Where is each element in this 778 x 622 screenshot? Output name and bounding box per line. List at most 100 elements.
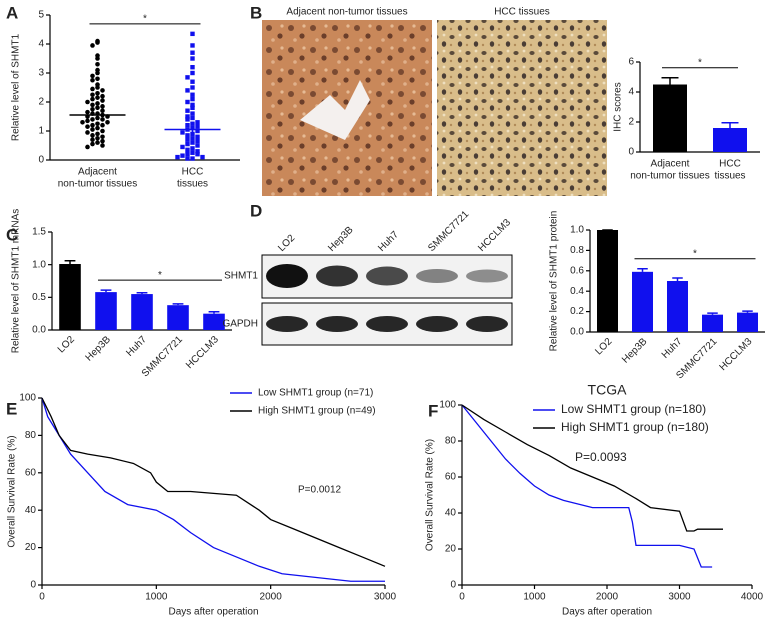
y-tick-label: 0.8 (570, 245, 584, 256)
data-point (190, 131, 195, 137)
blot-lane-label: LO2 (276, 233, 297, 254)
y-tick-label: 0.0 (570, 327, 584, 338)
x-tick-label: 0 (459, 592, 465, 603)
bar (203, 313, 225, 330)
x-tick-label: HCC (182, 167, 204, 178)
y-tick-label: 60 (25, 467, 37, 478)
y-tick-label: 0 (38, 155, 44, 166)
x-tick-label: 1000 (145, 592, 168, 603)
data-point (95, 85, 100, 90)
data-point (195, 149, 200, 154)
data-point (180, 153, 185, 158)
y-tick-label: 3 (38, 68, 44, 79)
data-point (85, 109, 90, 115)
data-point (90, 102, 95, 108)
data-point (185, 117, 190, 122)
data-point (190, 150, 195, 155)
blot-band (266, 264, 308, 288)
x-tick-label: non-tumor tissues (630, 171, 709, 182)
bar (653, 84, 687, 152)
y-tick-label: 6 (628, 57, 634, 68)
error-bar (172, 303, 184, 306)
survival-curve (461, 404, 723, 532)
blot-band (366, 316, 408, 332)
y-tick-label: 100 (439, 400, 456, 411)
data-point (190, 65, 195, 70)
x-tick-label: HCCLM3 (184, 334, 221, 371)
bar (59, 264, 81, 330)
error-bar (136, 292, 148, 295)
y-tick-label: 20 (445, 544, 457, 555)
data-point (95, 56, 100, 61)
bar (737, 312, 758, 332)
data-point (90, 117, 95, 122)
vessel (300, 80, 370, 140)
data-point (190, 140, 195, 145)
data-point (100, 108, 105, 113)
error-bar (208, 310, 220, 314)
bar (667, 281, 688, 332)
data-point (100, 98, 105, 103)
x-axis-label: Days after operation (168, 607, 258, 618)
significance-label: * (143, 13, 147, 24)
data-point (90, 77, 95, 83)
error-bar (672, 277, 683, 281)
error-bar (742, 310, 753, 313)
y-tick-label: 40 (25, 505, 37, 516)
y-tick-label: 40 (445, 508, 457, 519)
data-point (95, 105, 100, 111)
panel-label: B (250, 3, 262, 22)
chart-title: TCGA (588, 382, 628, 398)
x-tick-label: non-tumor tissues (58, 179, 137, 190)
blot-band (416, 316, 458, 332)
data-point (195, 143, 200, 148)
x-tick-label: 2000 (596, 592, 619, 603)
x-tick-label: Huh7 (124, 334, 149, 359)
y-tick-label: 1.5 (32, 227, 46, 238)
data-point (190, 156, 195, 161)
data-point (190, 50, 195, 55)
data-point (100, 122, 105, 128)
y-tick-label: 5 (38, 10, 44, 21)
panel-label: A (6, 3, 18, 22)
data-point (95, 101, 100, 106)
data-point (85, 144, 90, 150)
x-axis-label: Days after operation (562, 607, 652, 618)
y-tick-label: 1.0 (570, 225, 584, 236)
data-point (185, 108, 190, 113)
y-tick-label: 1.0 (32, 259, 46, 270)
error-bar (721, 122, 739, 128)
blot-band (466, 316, 508, 332)
data-point (185, 137, 190, 142)
error-bar (637, 268, 648, 272)
image-caption: Adjacent non-tumor tissues (286, 7, 407, 18)
y-axis-label: Relative level of SHMT1 mRNAs (11, 209, 22, 353)
data-point (90, 127, 95, 132)
bar (702, 314, 723, 332)
data-point (100, 117, 105, 122)
data-point (100, 138, 105, 144)
bar (632, 271, 653, 332)
data-point (95, 91, 100, 96)
blot-lane-label: HCCLM3 (476, 217, 513, 254)
y-tick-label: 2 (38, 97, 44, 108)
data-point (190, 121, 195, 126)
x-tick-label: LO2 (56, 334, 77, 355)
significance-label: * (158, 270, 162, 281)
y-axis-label: Overall Survival Rate (%) (7, 435, 18, 547)
bar (597, 230, 618, 332)
data-point (95, 140, 100, 145)
data-point (190, 31, 195, 37)
y-tick-label: 0.6 (570, 265, 584, 276)
blot-band (316, 265, 358, 287)
data-point (185, 75, 190, 80)
p-value: P=0.0012 (298, 485, 342, 496)
data-point (190, 146, 195, 151)
data-point (180, 144, 185, 150)
y-tick-label: 2 (628, 117, 634, 128)
data-point (90, 73, 95, 79)
y-tick-label: 0.2 (570, 306, 584, 317)
x-tick-label: Adjacent (78, 167, 117, 178)
y-tick-label: 80 (25, 430, 37, 441)
